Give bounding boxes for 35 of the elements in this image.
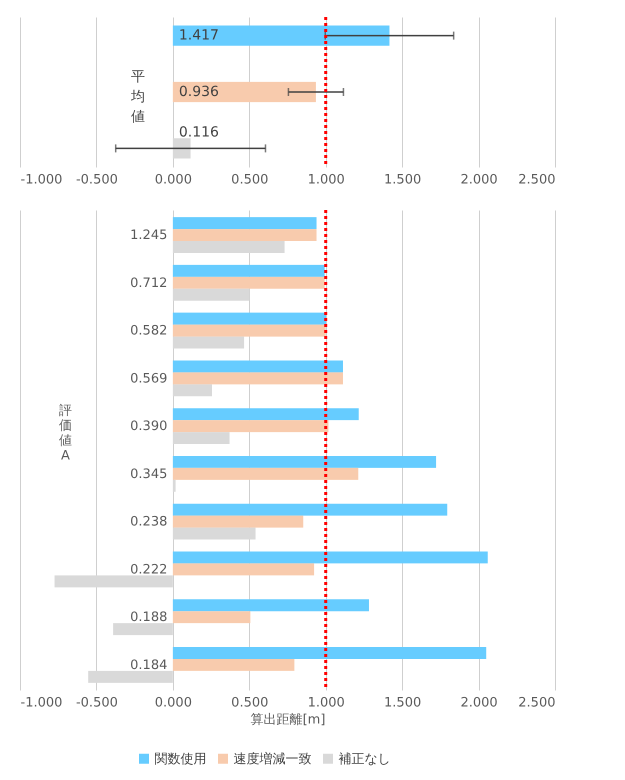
y-tick-label: 0.712 — [130, 276, 168, 291]
y-tick-label: 0.184 — [130, 658, 168, 673]
data-label: 0.936 — [178, 84, 220, 100]
legend-label: 補正なし — [338, 752, 390, 767]
y-tick-label: 0.188 — [130, 610, 168, 626]
x-tick-label: 2.500 — [518, 696, 556, 710]
x-tick-label: -0.500 — [76, 696, 118, 710]
x-tick-label: 1.500 — [384, 696, 422, 710]
x-tick-label: 0.000 — [154, 172, 192, 188]
legend-label: 関数使用 — [154, 752, 206, 767]
x-tick-label: 2.000 — [460, 172, 498, 188]
legend-label: 速度増減一致 — [234, 750, 312, 767]
annotation: 平均値 — [130, 69, 145, 125]
x-tick-label: -1.000 — [20, 172, 62, 188]
x-tick-label: 0.500 — [231, 172, 268, 188]
x-tick-label: -1.000 — [20, 696, 62, 710]
x-tick-label: 1.500 — [384, 172, 422, 188]
x-tick-label: -0.500 — [76, 172, 118, 188]
x-tick-label: 1.000 — [308, 696, 345, 710]
y-axis-title: 評価値A — [59, 404, 72, 464]
x-tick-label: 0.500 — [231, 696, 268, 710]
y-tick-label: 0.238 — [130, 514, 168, 530]
y-tick-label: 0.390 — [130, 419, 168, 434]
x-axis-title: 算出距離[m] — [250, 712, 326, 728]
x-tick-label: 2.000 — [460, 696, 498, 710]
y-tick-label: 0.222 — [130, 562, 168, 578]
y-tick-label: 0.345 — [130, 466, 168, 482]
y-tick-label: 0.582 — [130, 324, 168, 339]
y-tick-label: 0.569 — [130, 371, 168, 386]
y-tick-label: 1.245 — [130, 228, 168, 244]
data-label: 0.116 — [178, 124, 220, 140]
data-label: 1.417 — [178, 28, 219, 44]
x-tick-label: 0.000 — [154, 696, 192, 710]
x-tick-label: 2.500 — [518, 172, 556, 188]
x-tick-label: 1.000 — [308, 172, 345, 188]
